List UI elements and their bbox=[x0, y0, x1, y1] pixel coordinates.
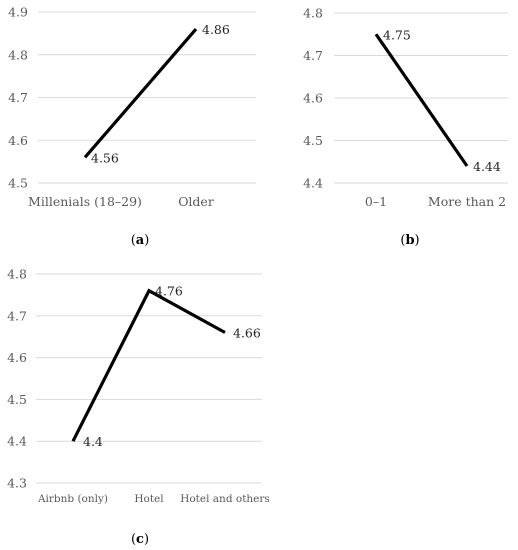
y-tick-label: 4.5 bbox=[303, 133, 323, 148]
panel-caption: (c) bbox=[131, 532, 149, 547]
data-label: 4.66 bbox=[233, 326, 261, 341]
data-label: 4.76 bbox=[155, 284, 183, 299]
data-label: 4.4 bbox=[83, 434, 103, 449]
series-line bbox=[374, 33, 469, 167]
x-category-label: Older bbox=[178, 194, 214, 209]
x-category-label: Hotel bbox=[134, 493, 164, 505]
x-category-label: More than 2 bbox=[428, 194, 506, 209]
x-category-label: Millenials (18–29) bbox=[28, 194, 142, 209]
y-tick-label: 4.4 bbox=[303, 176, 323, 191]
y-tick-label: 4.8 bbox=[303, 6, 323, 21]
y-tick-label: 4.8 bbox=[7, 267, 27, 282]
x-category-label: Airbnb (only) bbox=[37, 493, 108, 505]
y-tick-label: 4.9 bbox=[8, 5, 28, 20]
y-tick-label: 4.3 bbox=[7, 476, 27, 491]
series-line bbox=[71, 288, 226, 442]
y-tick-label: 4.7 bbox=[8, 90, 28, 105]
panel-caption-letter: c bbox=[136, 532, 144, 547]
chart-panel-b: 4.4 4.5 4.6 4.7 4.8 0–1 More than 2 4.75 4.44 (b) bbox=[303, 6, 508, 248]
data-label: 4.44 bbox=[473, 159, 501, 174]
y-tick-label: 4.7 bbox=[303, 48, 323, 63]
x-category-label: 0–1 bbox=[365, 194, 387, 209]
panel-caption-letter: b bbox=[405, 233, 414, 248]
y-tick-label: 4.8 bbox=[8, 47, 28, 62]
y-tick-label: 4.6 bbox=[7, 350, 27, 365]
series-line bbox=[83, 28, 198, 159]
y-tick-label: 4.5 bbox=[8, 176, 28, 191]
panel-caption: (b) bbox=[400, 233, 419, 248]
y-tick-label: 4.6 bbox=[303, 91, 323, 106]
x-category-label: Hotel and others bbox=[180, 493, 270, 505]
y-tick-label: 4.6 bbox=[8, 133, 28, 148]
panel-caption-letter: a bbox=[136, 233, 145, 248]
panel-caption: (a) bbox=[131, 233, 150, 248]
data-label: 4.86 bbox=[202, 22, 230, 37]
y-tick-label: 4.4 bbox=[7, 434, 27, 449]
chart-panel-c: 4.3 4.4 4.5 4.6 4.7 4.8 Airbnb (only) Hotel Hote… bbox=[7, 267, 270, 548]
chart-panel-a: 4.5 4.6 4.7 4.8 4.9 Millenials (18–29) Older 4.… bbox=[8, 5, 256, 248]
data-label: 4.75 bbox=[383, 27, 411, 42]
y-tick-label: 4.5 bbox=[7, 392, 27, 407]
data-label: 4.56 bbox=[91, 150, 119, 165]
y-tick-label: 4.7 bbox=[7, 308, 27, 323]
